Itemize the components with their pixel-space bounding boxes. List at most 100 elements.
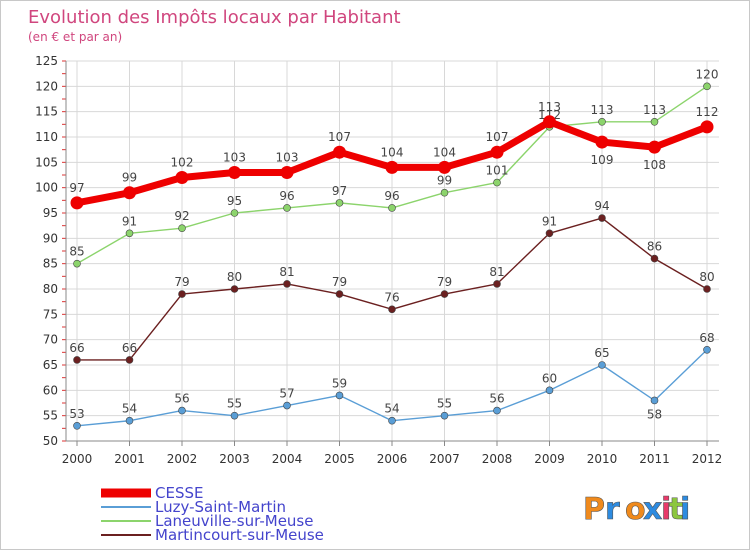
y-tick-label: 125 xyxy=(35,54,58,68)
data-label: 80 xyxy=(227,270,242,284)
data-point xyxy=(440,188,449,197)
data-label: 66 xyxy=(69,341,84,355)
data-point-cesse xyxy=(175,171,189,185)
data-label: 79 xyxy=(174,275,189,289)
data-point xyxy=(440,411,449,420)
data-label: 53 xyxy=(69,407,84,421)
data-label: 104 xyxy=(381,145,404,159)
data-point-cesse xyxy=(543,115,556,129)
legend-label: CESSE xyxy=(155,484,203,502)
data-point xyxy=(545,229,554,238)
logo-letter: P xyxy=(583,492,605,527)
data-point xyxy=(650,396,659,405)
data-point-cesse xyxy=(228,165,241,179)
data-point xyxy=(335,199,344,207)
data-label: 91 xyxy=(122,214,137,228)
y-tick-label: 110 xyxy=(35,130,58,144)
data-point-cesse xyxy=(280,165,294,179)
x-tick-label: 2005 xyxy=(324,452,355,466)
data-label: 99 xyxy=(122,171,137,185)
data-point xyxy=(335,391,344,400)
data-label: 54 xyxy=(384,402,399,416)
y-tick-label: 100 xyxy=(35,181,58,195)
data-label: 113 xyxy=(643,103,666,117)
chart-subtitle: (en € et par an) xyxy=(28,30,122,44)
x-tick-label: 2009 xyxy=(534,452,565,466)
data-label: 97 xyxy=(69,181,84,195)
y-tick-label: 105 xyxy=(35,155,58,169)
data-label: 104 xyxy=(433,145,456,159)
legend-label: Luzy-Saint-Martin xyxy=(155,498,286,516)
data-label: 112 xyxy=(538,108,561,122)
x-tick-label: 2001 xyxy=(114,452,145,466)
data-point-cesse xyxy=(700,120,714,134)
data-label: 95 xyxy=(227,194,242,208)
data-point xyxy=(283,280,291,288)
data-point xyxy=(598,214,606,222)
data-label: 120 xyxy=(696,67,719,81)
data-point xyxy=(650,118,659,126)
data-label: 107 xyxy=(328,130,351,144)
logo-letter: i xyxy=(680,492,690,527)
data-point-cesse xyxy=(70,196,84,210)
data-point xyxy=(598,361,606,369)
data-point xyxy=(493,280,501,288)
x-tick-label: 2007 xyxy=(429,452,460,466)
data-label: 101 xyxy=(486,164,509,178)
logo-letter: o xyxy=(625,492,646,527)
logo-letter: x xyxy=(643,492,662,527)
data-label: 103 xyxy=(223,150,246,164)
data-point-cesse xyxy=(385,160,399,174)
y-tick-label: 75 xyxy=(43,307,58,321)
data-label: 56 xyxy=(489,392,504,406)
data-point xyxy=(73,421,81,430)
y-tick-label: 80 xyxy=(43,282,58,296)
x-tick-label: 2010 xyxy=(587,452,618,466)
data-point xyxy=(388,204,396,212)
data-point-cesse xyxy=(123,186,136,200)
data-label: 94 xyxy=(594,199,609,213)
data-point xyxy=(178,406,186,415)
data-point xyxy=(650,254,659,263)
x-tick-label: 2008 xyxy=(482,452,513,466)
x-tick-label: 2000 xyxy=(62,452,93,466)
data-point xyxy=(440,290,449,298)
chart-title: Evolution des Impôts locaux par Habitant xyxy=(28,7,401,28)
data-label: 113 xyxy=(538,100,561,114)
x-tick-label: 2012 xyxy=(692,452,723,466)
data-point xyxy=(178,290,186,298)
x-tick-label: 2002 xyxy=(167,452,198,466)
data-point-cesse xyxy=(438,160,451,174)
data-label: 57 xyxy=(279,387,294,401)
data-point xyxy=(283,401,291,410)
data-label: 103 xyxy=(276,150,299,164)
x-tick-label: 2003 xyxy=(219,452,250,466)
data-label: 108 xyxy=(643,158,666,172)
y-tick-label: 60 xyxy=(43,383,58,397)
data-point xyxy=(125,416,134,425)
data-label: 109 xyxy=(591,153,614,167)
data-label: 76 xyxy=(384,290,399,304)
y-tick-label: 65 xyxy=(43,358,58,372)
y-tick-label: 70 xyxy=(43,333,58,347)
x-tick-label: 2006 xyxy=(377,452,408,466)
data-label: 58 xyxy=(647,407,662,421)
data-point xyxy=(283,204,291,212)
data-label: 113 xyxy=(591,103,614,117)
data-point xyxy=(178,224,186,232)
data-point-cesse xyxy=(490,145,504,159)
legend: CESSELuzy-Saint-MartinLaneuville-sur-Meu… xyxy=(101,484,324,544)
data-point xyxy=(335,290,344,298)
data-label: 56 xyxy=(174,392,189,406)
data-label: 102 xyxy=(171,156,194,170)
data-label: 79 xyxy=(437,275,452,289)
y-tick-label: 90 xyxy=(43,231,58,245)
data-point xyxy=(125,356,134,364)
data-point xyxy=(703,345,711,354)
legend-label: Martincourt-sur-Meuse xyxy=(155,526,324,544)
y-tick-label: 115 xyxy=(35,105,58,119)
data-label: 85 xyxy=(69,245,84,259)
x-tick-label: 2011 xyxy=(639,452,670,466)
data-label: 66 xyxy=(122,341,137,355)
